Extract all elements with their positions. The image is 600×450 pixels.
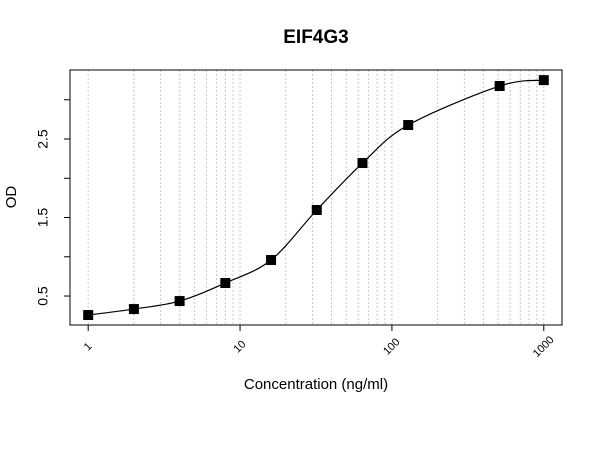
data-point — [220, 277, 231, 288]
data-point — [494, 81, 505, 92]
y-tick-label: 2.5 — [35, 129, 51, 149]
x-tick-label: 1000 — [531, 334, 557, 360]
x-tick-label: 10 — [231, 338, 248, 355]
x-tick-label: 1 — [82, 341, 95, 354]
data-point — [538, 75, 549, 86]
chart-title: EIF4G3 — [283, 27, 348, 48]
data-point — [266, 254, 277, 265]
data-point — [403, 120, 414, 131]
data-point — [174, 296, 185, 307]
fit-curve — [88, 79, 544, 316]
data-point — [128, 304, 139, 315]
y-tick-label: 0.5 — [35, 286, 51, 306]
data-point — [357, 158, 368, 169]
data-point — [311, 204, 322, 215]
y-axis-label: OD — [3, 186, 20, 209]
plot-frame — [69, 69, 563, 326]
x-axis-label: Concentration (ng/ml) — [244, 376, 388, 393]
y-tick-label: 1.5 — [35, 208, 51, 228]
x-tick-label: 100 — [381, 336, 402, 357]
data-point — [83, 310, 94, 321]
